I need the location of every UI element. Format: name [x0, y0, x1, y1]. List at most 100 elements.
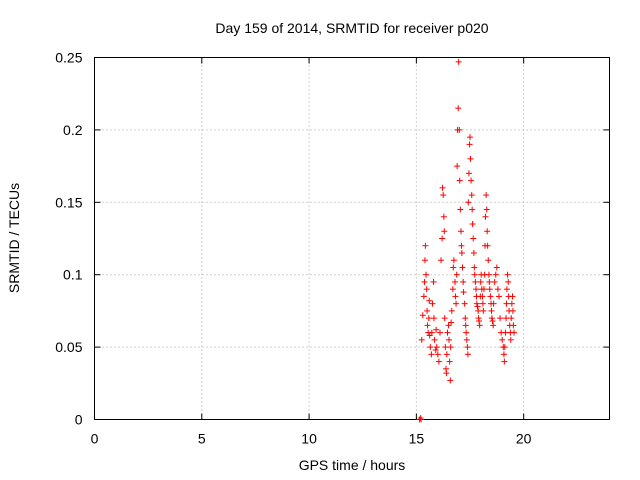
data-point [443, 370, 450, 377]
data-point [419, 312, 426, 319]
data-point [428, 329, 435, 336]
data-point [482, 213, 489, 220]
data-point [440, 192, 447, 199]
data-point [503, 300, 510, 307]
data-point [440, 213, 447, 220]
data-point [490, 322, 497, 329]
data-point [509, 307, 516, 314]
data-point [471, 271, 478, 278]
data-point [450, 257, 457, 264]
data-point [490, 300, 497, 307]
data-point [433, 344, 440, 351]
data-point [486, 278, 493, 285]
data-point [488, 315, 495, 322]
data-point [424, 307, 431, 314]
data-point [418, 416, 425, 423]
y-tick-label: 0.1 [63, 267, 83, 283]
data-point [476, 322, 483, 329]
data-point [500, 351, 507, 358]
data-point [432, 346, 439, 353]
data-point [455, 58, 462, 65]
x-tick-label: 10 [301, 431, 317, 447]
data-point [469, 221, 476, 228]
data-point [452, 278, 458, 285]
y-tick-label: 0 [75, 412, 83, 428]
data-point [471, 264, 478, 271]
data-point [455, 105, 462, 112]
data-point [458, 228, 465, 235]
data-point [445, 322, 452, 329]
data-point [491, 278, 498, 285]
data-point [501, 358, 508, 365]
data-point [508, 315, 515, 322]
y-tick-label: 0.25 [55, 50, 82, 66]
data-point [418, 336, 425, 343]
data-point [470, 235, 477, 242]
data-point [459, 264, 466, 271]
data-point [433, 326, 440, 333]
data-point [458, 249, 465, 256]
data-point [448, 319, 455, 326]
data-point [462, 315, 469, 322]
data-point [435, 358, 442, 365]
data-point [497, 315, 504, 322]
data-point [463, 336, 470, 343]
x-tick-label: 0 [91, 431, 99, 447]
data-point [505, 278, 512, 285]
data-point [453, 300, 460, 307]
data-point [434, 351, 441, 358]
data-point [444, 329, 451, 336]
data-point [429, 300, 436, 307]
data-point [438, 257, 445, 264]
x-tick-label: 5 [198, 431, 206, 447]
data-point [469, 206, 476, 213]
data-point [447, 344, 454, 351]
data-point [495, 293, 502, 300]
data-point [423, 271, 430, 278]
data-point [483, 206, 490, 213]
data-point [508, 300, 515, 307]
data-point [479, 293, 486, 300]
data-points [416, 58, 518, 423]
data-point [465, 199, 472, 206]
data-point [485, 257, 492, 264]
data-point [463, 329, 470, 336]
y-axis-label: SRMTID / TECUs [6, 183, 22, 293]
data-point [488, 307, 495, 314]
data-point [467, 134, 474, 141]
data-point [425, 315, 432, 322]
data-point [441, 228, 448, 235]
data-point [428, 351, 435, 358]
data-point [465, 170, 472, 177]
data-point [439, 184, 446, 191]
data-point [473, 286, 480, 293]
data-point [489, 318, 496, 325]
data-point [504, 271, 511, 278]
data-point [448, 307, 455, 314]
data-point [453, 271, 460, 278]
data-point [441, 315, 448, 322]
data-point [427, 344, 434, 351]
data-point [510, 322, 517, 329]
data-point [477, 278, 484, 285]
data-point [460, 289, 467, 296]
data-point [456, 126, 463, 133]
data-point [447, 377, 454, 384]
data-point [467, 155, 474, 162]
data-point [452, 293, 459, 300]
data-point [442, 344, 449, 351]
data-point [466, 141, 473, 148]
data-point [475, 307, 482, 314]
x-tick-label: 20 [516, 431, 532, 447]
data-point [424, 322, 431, 329]
data-point [457, 206, 464, 213]
data-point [480, 307, 487, 314]
y-tick-label: 0.2 [63, 122, 83, 138]
data-point [458, 242, 465, 249]
data-point [450, 264, 457, 271]
data-point [420, 293, 427, 300]
data-point [485, 271, 492, 278]
x-axis-label: GPS time / hours [299, 457, 406, 473]
chart-title: Day 159 of 2014, SRMTID for receiver p02… [215, 20, 488, 36]
